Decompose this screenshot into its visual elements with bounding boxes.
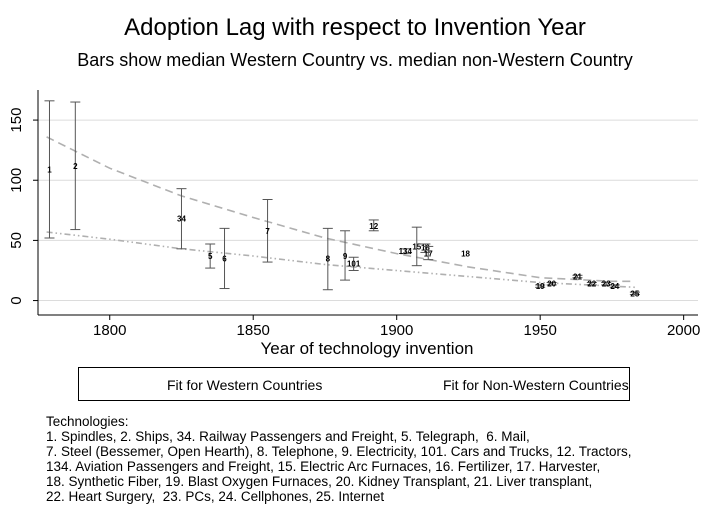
- point-label: 5: [208, 252, 213, 261]
- point-label: 25: [630, 289, 639, 298]
- point-label: 24: [610, 282, 619, 291]
- fit-line-nonwestern: [46, 136, 635, 283]
- point-label: 16: [421, 244, 430, 253]
- legend-nonwestern-label: Fit for Non-Western Countries: [443, 377, 629, 393]
- chart-subtitle: Bars show median Western Country vs. med…: [77, 50, 633, 70]
- footnote-line: Technologies:: [46, 414, 129, 429]
- x-tick-label: 1800: [93, 322, 126, 339]
- point-label: 6: [222, 254, 227, 263]
- point-label: 34: [177, 215, 186, 224]
- point-label: 7: [265, 227, 270, 236]
- footnote-line: 7. Steel (Bessemer, Open Hearth), 8. Tel…: [46, 444, 632, 459]
- footnote-line: 18. Synthetic Fiber, 19. Blast Oxygen Fu…: [46, 474, 593, 489]
- point-label: 9: [343, 252, 348, 261]
- x-tick-label: 1850: [237, 322, 270, 339]
- point-label: 23: [602, 280, 611, 289]
- y-tick-label: 150: [8, 108, 25, 133]
- footnote-line: 134. Aviation Passengers and Freight, 15…: [46, 459, 601, 474]
- chart-title: Adoption Lag with respect to Invention Y…: [124, 14, 586, 41]
- legend-western-label: Fit for Western Countries: [167, 377, 323, 393]
- point-label: 15: [412, 242, 421, 251]
- point-label: 17: [424, 250, 433, 259]
- technology-footnote: Technologies: 1. Spindles, 2. Ships, 34.…: [46, 414, 632, 504]
- y-tick-label: 0: [8, 296, 25, 304]
- chart-plot: 0 50 100 150 1800 1850 1900 1950 2000 Year of tec…: [8, 90, 700, 358]
- point-label: 1: [47, 165, 52, 174]
- footnote-line: 22. Heart Surgery, 23. PCs, 24. Cellphon…: [46, 489, 385, 504]
- fit-line-western: [46, 231, 635, 289]
- point-label: 12: [369, 222, 378, 231]
- x-tick-label: 1900: [380, 322, 413, 339]
- point-label: 18: [461, 250, 470, 259]
- point-label: 19: [536, 282, 545, 291]
- footnote-line: 1. Spindles, 2. Ships, 34. Railway Passe…: [46, 429, 530, 444]
- point-label: 8: [326, 254, 331, 263]
- legend: Fit for Western Countries Fit for Non-We…: [78, 367, 630, 401]
- point-label: 2: [73, 162, 78, 171]
- point-label: 101: [347, 259, 361, 268]
- point-label: 20: [547, 280, 556, 289]
- x-tick-label: 2000: [667, 322, 700, 339]
- y-tick-label: 100: [8, 168, 25, 193]
- point-label: 21: [573, 272, 582, 281]
- y-tick-label: 50: [8, 232, 25, 249]
- point-label: 22: [587, 280, 596, 289]
- x-tick-label: 1950: [523, 322, 556, 339]
- x-axis-label: Year of technology invention: [261, 339, 474, 358]
- point-label: 134: [399, 247, 413, 256]
